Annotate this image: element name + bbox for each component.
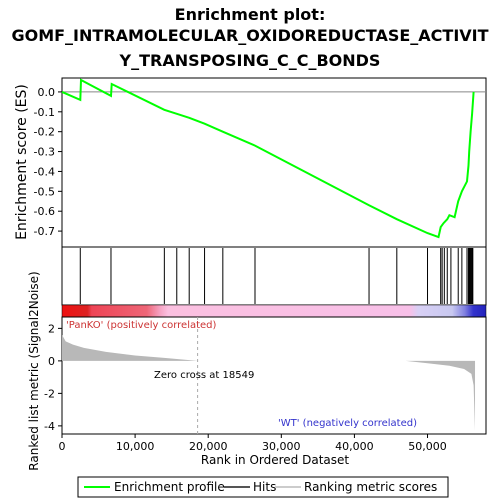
es-ytick-label: -0.1 bbox=[34, 106, 55, 119]
colorbar-rect bbox=[61, 304, 487, 318]
rank-x-ticks: 0 10,000 20,000 30,000 40,000 50,000 bbox=[59, 434, 447, 453]
title-line-2: GOMF_INTRAMOLECULAR_OXIDOREDUCTASE_ACTIV… bbox=[11, 26, 488, 45]
es-axis-ticks: 0.0 -0.1 -0.2 -0.3 -0.4 -0.5 -0.6 -0.7 bbox=[34, 86, 62, 238]
hits-panel-frame bbox=[61, 246, 487, 306]
es-ytick-label: -0.5 bbox=[34, 185, 55, 198]
rank-ytick-label: 0 bbox=[48, 355, 55, 368]
es-ylabel: Enrichment score (ES) bbox=[14, 84, 30, 240]
title-line-1: Enrichment plot: bbox=[175, 5, 326, 24]
es-ytick-label: -0.6 bbox=[34, 205, 55, 218]
positive-correlation-label: 'PanKO' (positively correlated) bbox=[66, 320, 217, 331]
legend-hits-label: Hits bbox=[253, 480, 276, 494]
ranking-metric-area bbox=[62, 334, 476, 431]
rank-xtick-label: 20,000 bbox=[189, 440, 228, 453]
es-ytick-label: -0.2 bbox=[34, 126, 55, 139]
es-ytick-label: -0.3 bbox=[34, 146, 55, 159]
rank-xtick-label: 30,000 bbox=[262, 440, 301, 453]
rank-y-ticks: 2 0 -2 -4 bbox=[44, 322, 62, 433]
legend-metric-label: Ranking metric scores bbox=[304, 480, 437, 494]
es-ytick-label: 0.0 bbox=[38, 86, 56, 99]
title-line-3: Y_TRANSPOSING_C_C_BONDS bbox=[119, 51, 381, 70]
negative-correlation-label: 'WT' (negatively correlated) bbox=[278, 418, 417, 429]
rank-ytick-label: -4 bbox=[44, 420, 55, 433]
rank-xtick-label: 0 bbox=[59, 440, 66, 453]
zero-cross-label: Zero cross at 18549 bbox=[154, 370, 254, 381]
enrichment-profile-line bbox=[61, 78, 475, 239]
rank-xtick-label: 40,000 bbox=[335, 440, 374, 453]
hits-group bbox=[79, 248, 474, 304]
rank-xtick-label: 50,000 bbox=[408, 440, 447, 453]
es-ytick-label: -0.4 bbox=[34, 165, 55, 178]
legend-box bbox=[77, 476, 449, 498]
rank-xlabel: Rank in Ordered Dataset bbox=[201, 453, 349, 467]
es-ytick-label: -0.7 bbox=[34, 225, 55, 238]
rank-ylabel: Ranked list metric (Signal2Noise) bbox=[27, 271, 41, 470]
rank-xtick-label: 10,000 bbox=[116, 440, 155, 453]
es-panel-frame bbox=[61, 77, 487, 248]
rank-ytick-label: -2 bbox=[44, 387, 55, 400]
rank-colorbar bbox=[61, 304, 487, 318]
ranking-panel-frame bbox=[61, 316, 487, 435]
chart-title: Enrichment plot: GOMF_INTRAMOLECULAR_OXI… bbox=[11, 5, 488, 70]
rank-ytick-label: 2 bbox=[48, 322, 55, 335]
legend-es-label: Enrichment profile bbox=[114, 480, 225, 494]
legend: Enrichment profile Hits Ranking metric s… bbox=[77, 476, 449, 498]
